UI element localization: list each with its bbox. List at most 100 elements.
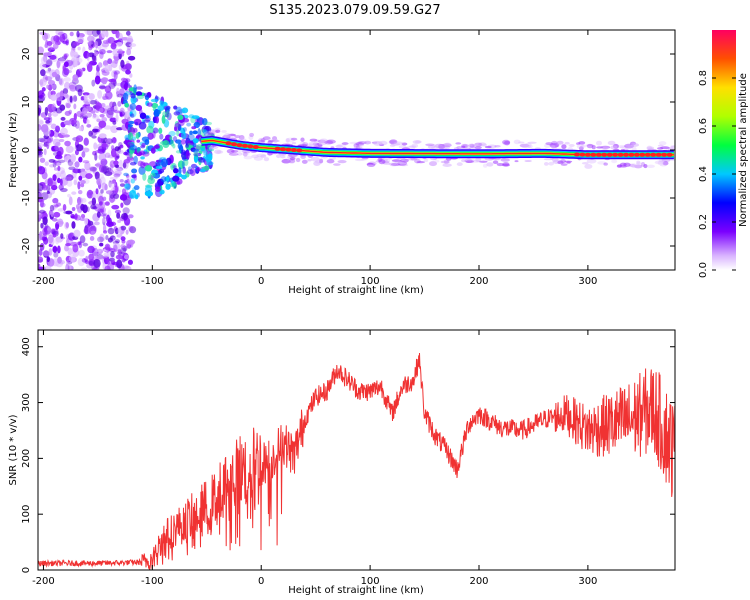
ridge-peak-dot (655, 152, 662, 157)
ridge-halo (393, 141, 404, 145)
spectrogram-speckle (119, 112, 123, 117)
spectrogram-speckle (55, 30, 63, 36)
ridge-halo (657, 144, 664, 147)
spectrogram-speckle (47, 44, 53, 52)
spectrogram-speckle (40, 222, 44, 229)
spectrogram-speckle (110, 78, 117, 85)
spectrogram-speckle (116, 91, 120, 95)
spectrogram-speckle (81, 151, 86, 158)
spectrogram-blob (192, 138, 199, 144)
spectrogram-speckle (93, 258, 101, 268)
spectrogram-speckle (46, 58, 53, 67)
spectrogram-blob (177, 114, 184, 120)
spectrogram-speckle (98, 133, 107, 139)
spectrogram-speckle (48, 158, 56, 163)
ridge-halo (481, 143, 488, 147)
ridge-peak-dot (290, 148, 297, 152)
spectrogram-speckle (73, 103, 77, 110)
spectrogram-speckle (79, 197, 87, 203)
ridge-halo (440, 160, 451, 164)
spectrogram-speckle (57, 256, 62, 264)
spectrogram-blob (193, 152, 202, 157)
spectrogram-speckle (123, 159, 131, 164)
ridge-halo (291, 141, 297, 145)
spectrogram-blob (182, 166, 187, 174)
spectrogram-speckle (46, 256, 50, 263)
spectrogram-speckle (98, 201, 103, 206)
spectrogram-speckle (96, 248, 103, 255)
spectrogram-blob (183, 127, 187, 132)
spectrogram-blob (172, 136, 178, 142)
spectrogram-speckle (111, 180, 116, 184)
spectrogram-speckle (58, 57, 66, 64)
spectrogram-speckle (117, 48, 123, 54)
spectrogram-speckle (52, 43, 59, 50)
x-tick-label: 100 (361, 576, 380, 587)
x-tick-label: 0 (258, 576, 264, 587)
spectrogram-speckle (104, 201, 110, 206)
ridge-halo (646, 164, 655, 168)
spectrogram-speckle (91, 30, 100, 37)
ridge-halo (521, 145, 532, 149)
spectrogram-speckle (114, 170, 122, 176)
ridge-halo (364, 140, 372, 145)
spectrogram-blob (189, 130, 193, 135)
spectrogram-speckle (75, 144, 84, 152)
ridge-halo (576, 142, 581, 145)
ridge-halo (290, 137, 298, 141)
spectrogram-speckle (40, 94, 44, 98)
ridge-halo (317, 144, 323, 148)
spectrogram-speckle (107, 237, 113, 243)
spectrogram-blob (173, 165, 177, 169)
spectrogram-speckle (115, 186, 119, 194)
spectrogram-speckle (44, 265, 52, 270)
spectrogram-blob (124, 134, 130, 141)
ridge-halo (267, 139, 275, 143)
ridge-halo (618, 144, 626, 149)
spectrogram-blob (127, 126, 131, 131)
spectrogram-speckle (77, 190, 83, 195)
spectrogram-speckle (43, 225, 48, 233)
spectrogram-speckle (65, 222, 69, 229)
ridge-peak-dot (623, 152, 629, 157)
y-tick-label: 100 (21, 505, 32, 524)
spectrogram-speckle (76, 68, 83, 78)
ridge-halo (238, 135, 245, 140)
spectrogram-speckle (80, 214, 86, 219)
spectrogram-speckle (44, 76, 53, 81)
spectrogram-speckle (101, 217, 106, 223)
ridge-halo (556, 140, 564, 145)
ridge-peak-dot (595, 152, 602, 157)
ridge-halo (662, 161, 669, 166)
spectrogram-speckle (79, 115, 84, 119)
spectrogram-speckle (85, 255, 90, 260)
spectrogram-speckle (98, 120, 107, 128)
spectrogram-blob (154, 186, 161, 192)
spectrogram-blob (149, 172, 156, 178)
spectrogram-speckle (106, 38, 111, 45)
spectrogram-speckle (40, 124, 49, 133)
spectrogram-speckle (56, 177, 61, 184)
ridge-halo (319, 138, 328, 143)
ridge-halo (591, 145, 596, 150)
colorbar-tick-label: 0.0 (698, 262, 709, 278)
ridge-peak-dot (628, 152, 635, 157)
spectrogram-speckle (65, 102, 69, 108)
spectrogram-speckle (72, 243, 79, 253)
spectrogram-blob (168, 130, 176, 137)
spectrogram-speckle (56, 150, 62, 157)
ridge-halo (248, 135, 254, 140)
spectrogram-speckle (71, 221, 76, 229)
ridge-halo (581, 162, 589, 165)
spectrogram-speckle (47, 177, 54, 187)
spectrogram-speckle (63, 53, 68, 59)
spectrogram-speckle (43, 225, 52, 235)
ridge-peak-dot (633, 152, 640, 157)
ridge-halo (484, 145, 492, 149)
spectrogram-speckle (46, 84, 50, 90)
spectrogram-speckle (51, 217, 58, 222)
spectrogram-speckle (99, 233, 105, 243)
spectrogram-speckle (47, 112, 52, 118)
spectrogram-speckle (127, 214, 134, 219)
ridge-halo (358, 143, 365, 147)
